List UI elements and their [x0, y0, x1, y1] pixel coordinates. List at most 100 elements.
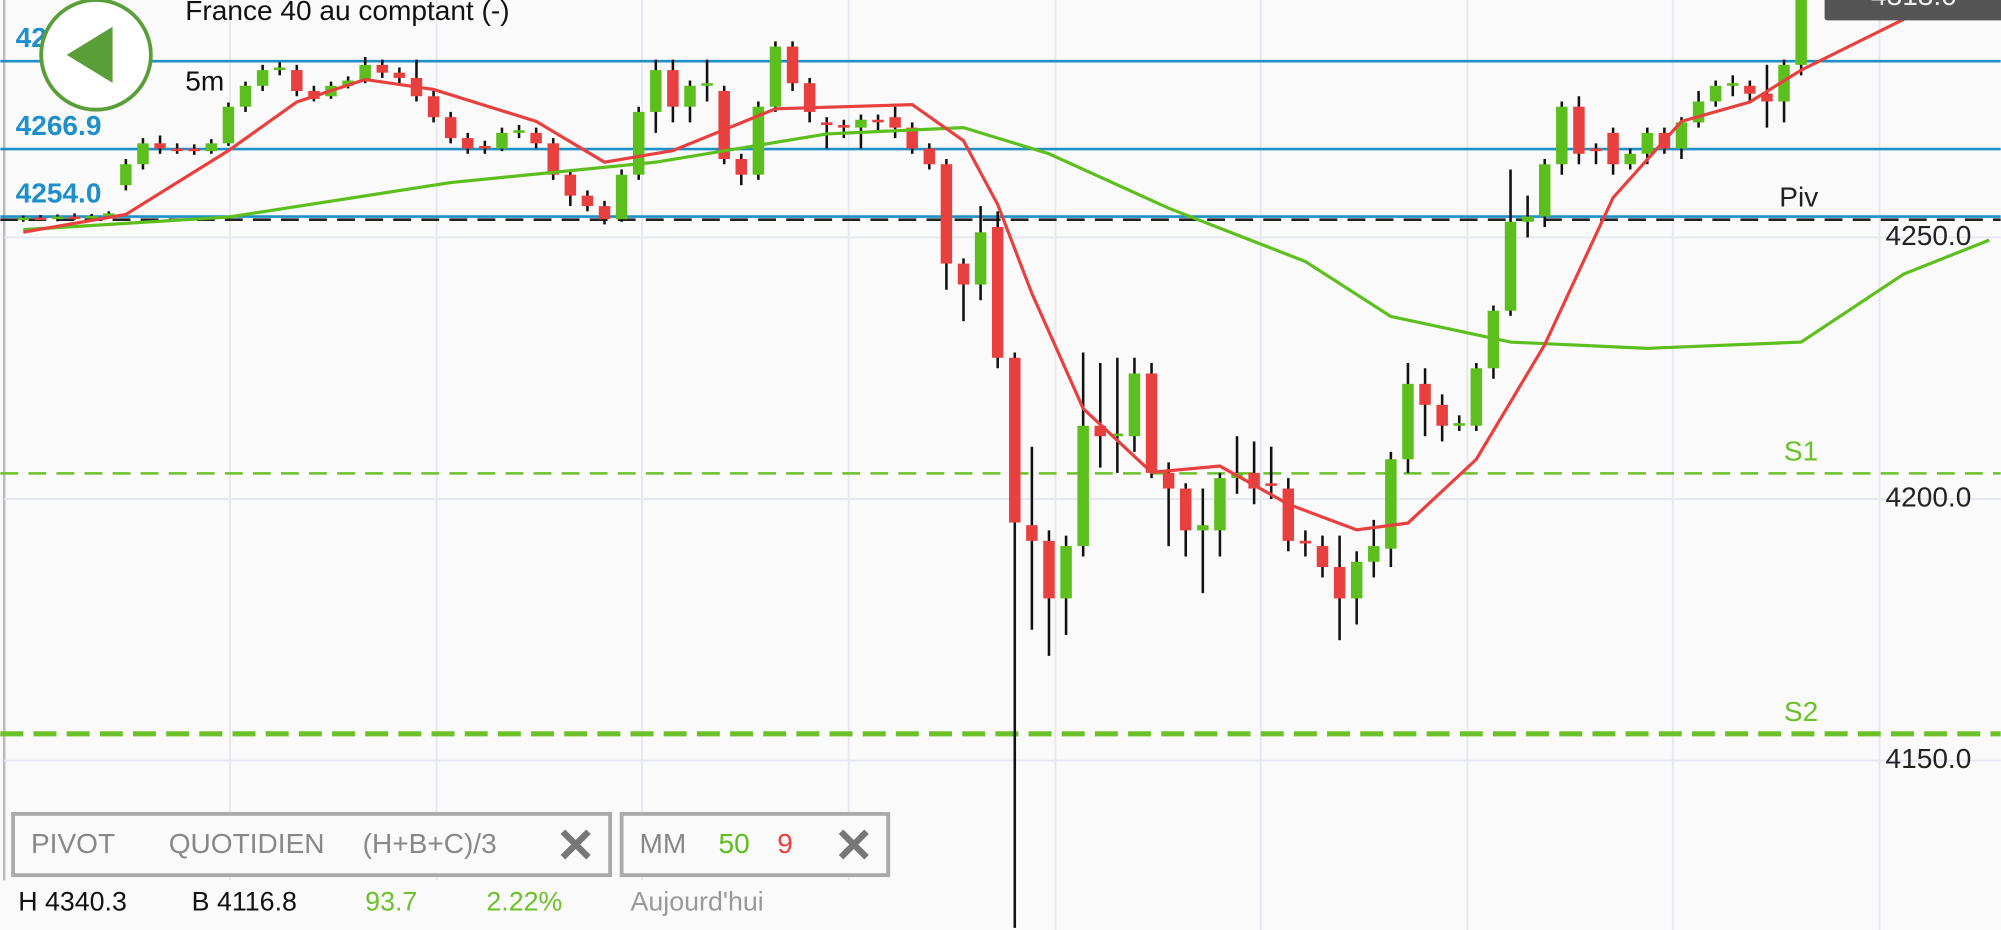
ma-close[interactable]: [838, 829, 869, 860]
ma-layer: [23, 17, 1990, 532]
candle-body: [1573, 106, 1585, 154]
candle-body: [564, 174, 577, 196]
ma-panel[interactable]: MM 50 9: [619, 811, 891, 878]
moving-average: [23, 126, 1990, 350]
candle-body: [137, 143, 149, 165]
candle-body: [1333, 566, 1346, 599]
candle-body: [701, 83, 713, 86]
candle-body: [376, 64, 389, 73]
candle-body: [991, 227, 1004, 358]
candle-body: [462, 138, 474, 149]
candle-body: [838, 125, 850, 128]
candle-body: [120, 164, 132, 186]
candle-body: [1316, 546, 1329, 567]
candle-body: [786, 46, 799, 84]
candle-body: [855, 119, 867, 128]
candle-body: [974, 232, 987, 285]
stats-bar: [0, 880, 1009, 930]
pivot-formula: (H+B+C)/3: [363, 828, 497, 859]
candle-body: [17, 217, 30, 221]
candle-body: [1094, 425, 1107, 437]
candle-body: [1009, 357, 1021, 523]
price-tag: 4313.0: [1871, 0, 1957, 11]
candles-layer: [17, 0, 1807, 928]
candle-body: [444, 117, 457, 139]
levels-layer: [0, 59, 2001, 737]
candle-body: [359, 64, 371, 81]
back-button[interactable]: [39, 0, 153, 112]
candle-body: [1675, 122, 1688, 149]
timeframe: 5m: [185, 65, 224, 96]
candle-body: [1265, 483, 1277, 486]
candle-body: [393, 72, 406, 78]
price-level-label: 4254.0: [16, 177, 102, 208]
candle-body: [1214, 478, 1226, 531]
ma-label: MM: [639, 828, 686, 859]
candle-body: [598, 206, 611, 220]
candle-body: [68, 216, 81, 220]
candle-body: [1162, 472, 1175, 489]
candle-body: [940, 164, 953, 264]
candle-body: [496, 132, 508, 149]
candle-body: [581, 195, 594, 207]
legend-entry: 9: [777, 828, 793, 859]
stat-percent: 2.22%: [486, 886, 562, 916]
candle-body: [1026, 525, 1038, 541]
candle-body: [632, 111, 645, 175]
y-tick-label: 4150.0: [1886, 743, 1972, 774]
candle-body: [650, 70, 662, 112]
candle-body: [1111, 433, 1124, 437]
candle-body: [1590, 148, 1602, 152]
candle-body: [1402, 383, 1414, 460]
candle-body: [51, 216, 64, 220]
candle-body: [1299, 540, 1312, 544]
candle-body: [1436, 404, 1448, 426]
candle-body: [154, 143, 166, 149]
candle-body: [684, 85, 696, 107]
pivot-close[interactable]: [560, 829, 591, 860]
candle-body: [1744, 85, 1756, 94]
candle-body: [188, 148, 200, 152]
candle-body: [1043, 540, 1055, 599]
pivot-label: Piv: [1779, 182, 1818, 213]
stat-low: B 4116.8: [192, 886, 297, 916]
pivot-panel-box[interactable]: [11, 811, 613, 878]
pivot-panel[interactable]: PIVOT QUOTIDIEN (H+B+C)/3: [11, 811, 613, 878]
candle-body: [1778, 64, 1790, 102]
candle-body: [34, 217, 47, 221]
back-arrow[interactable]: [66, 26, 113, 83]
stat-high: H 4340.3: [18, 886, 127, 916]
pivot-label: S1: [1784, 435, 1818, 466]
candle-body: [752, 106, 765, 175]
stat-period: Aujourd'hui: [631, 886, 764, 916]
candle-body: [1692, 101, 1705, 123]
candle-body: [1368, 546, 1380, 562]
candle-body: [1197, 525, 1209, 531]
candle-body: [1060, 546, 1072, 599]
candle-body: [1538, 164, 1551, 217]
pivot-label: PIVOT: [31, 828, 115, 859]
candle-body: [205, 143, 218, 152]
candle-body: [256, 70, 269, 86]
pivot-period: QUOTIDIEN: [169, 828, 325, 859]
candle-body: [547, 143, 559, 175]
candle-body: [273, 67, 286, 71]
candle-body: [1521, 216, 1534, 222]
candle-body: [1453, 423, 1465, 426]
candle-body: [821, 122, 833, 126]
candle-body: [1145, 373, 1158, 473]
candle-body: [1419, 383, 1431, 405]
candle-body: [1248, 472, 1260, 489]
candle-body: [1179, 488, 1192, 531]
candle-body: [1077, 425, 1089, 547]
ma-panel-box[interactable]: [619, 811, 891, 878]
candle-body: [735, 159, 748, 175]
candle-body: [1470, 368, 1483, 426]
candle-body: [1128, 373, 1141, 437]
candle-body: [667, 70, 679, 107]
candle-body: [1504, 221, 1517, 311]
y-tick-label: 4250.0: [1886, 220, 1972, 251]
candle-body: [530, 132, 542, 144]
